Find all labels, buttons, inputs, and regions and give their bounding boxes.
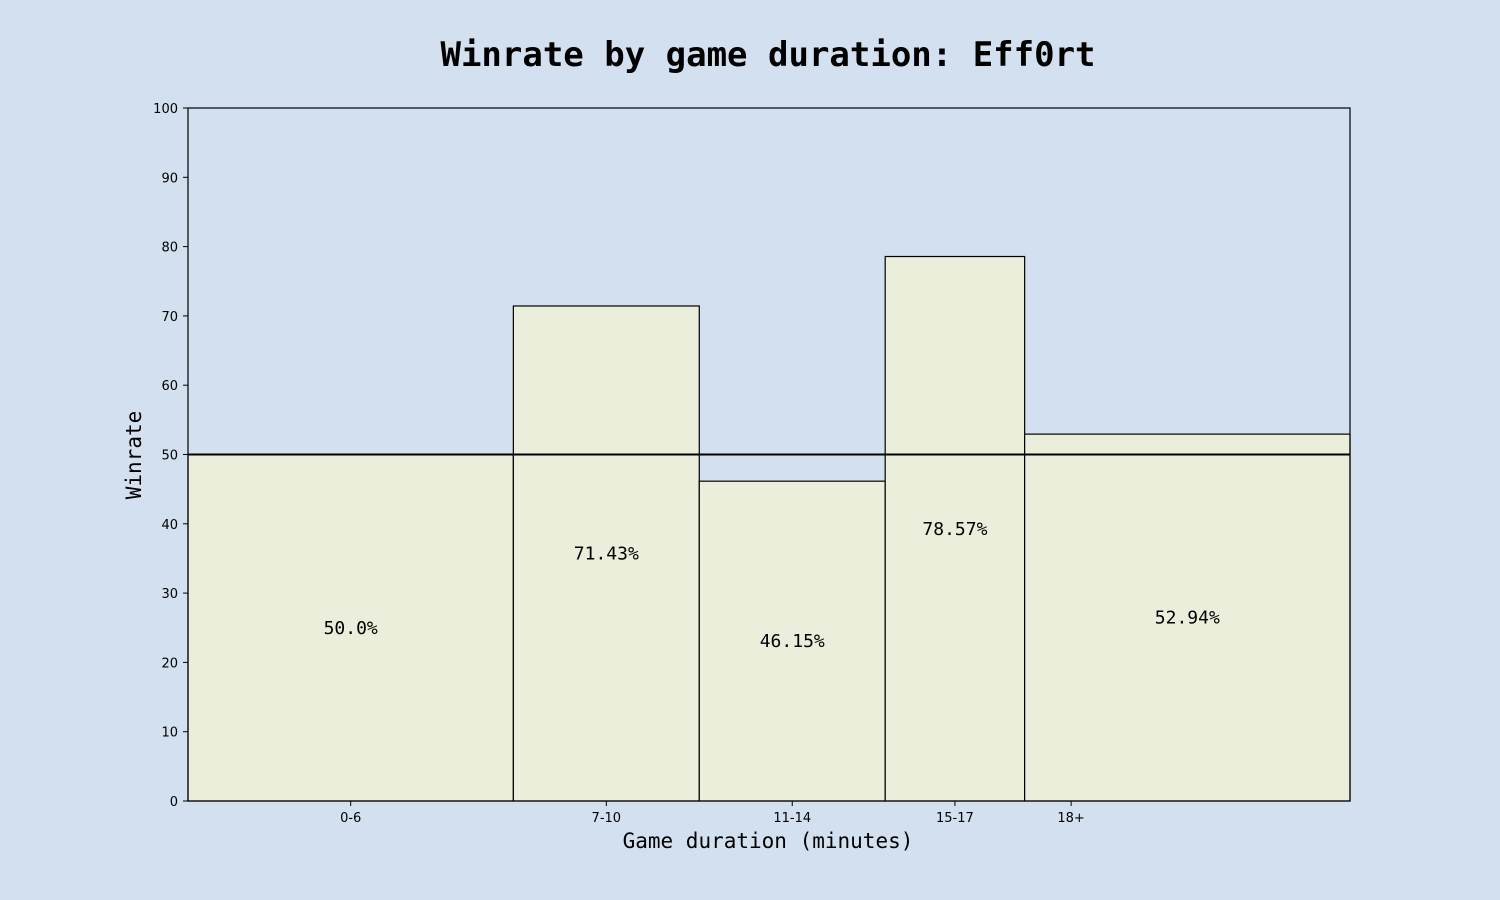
y-tick-label-0: 0 (170, 795, 178, 810)
data-label-11-14: 46.15% (760, 631, 825, 652)
data-label-0-6: 50.0% (324, 618, 378, 639)
data-label-7-10: 71.43% (574, 543, 639, 564)
y-tick-label-60: 60 (161, 379, 178, 394)
y-tick-label-30: 30 (161, 587, 178, 602)
bar-15-17 (884, 255, 1026, 802)
x-tick-label-0-6: 0-6 (340, 811, 361, 826)
y-tick-label-100: 100 (153, 102, 178, 117)
y-tick-label-80: 80 (161, 241, 178, 256)
x-tick-label-7-10: 7-10 (592, 811, 622, 826)
x-axis: 0-6 7-10 11-14 15-17 18+ (340, 801, 1085, 826)
y-tick-label-40: 40 (161, 518, 178, 533)
bar-11-14 (698, 480, 886, 802)
y-tick-label-10: 10 (161, 726, 178, 741)
y-tick-label-20: 20 (161, 656, 178, 671)
y-tick-label-70: 70 (161, 310, 178, 325)
bars-layer (187, 255, 1351, 802)
data-labels-layer: 50.0% 71.43% 46.15% 78.57% 52.94% (324, 519, 1220, 652)
bar-18+ (1024, 433, 1351, 802)
data-label-15-17: 78.57% (922, 519, 987, 540)
chart-title: Winrate by game duration: Eff0rt (440, 35, 1095, 75)
x-tick-label-18+: 18+ (1057, 811, 1084, 826)
x-tick-label-11-14: 11-14 (773, 811, 811, 826)
data-label-18+: 52.94% (1155, 608, 1220, 629)
y-axis: 0 10 20 30 40 50 60 70 80 90 100 (153, 102, 188, 810)
bar-0-6 (187, 453, 514, 802)
y-tick-label-90: 90 (161, 171, 178, 186)
x-axis-label: Game duration (minutes) (623, 829, 914, 853)
y-tick-label-50: 50 (161, 449, 178, 464)
bar-7-10 (512, 305, 700, 802)
y-axis-label: Winrate (122, 411, 146, 500)
x-tick-label-15-17: 15-17 (936, 811, 974, 826)
